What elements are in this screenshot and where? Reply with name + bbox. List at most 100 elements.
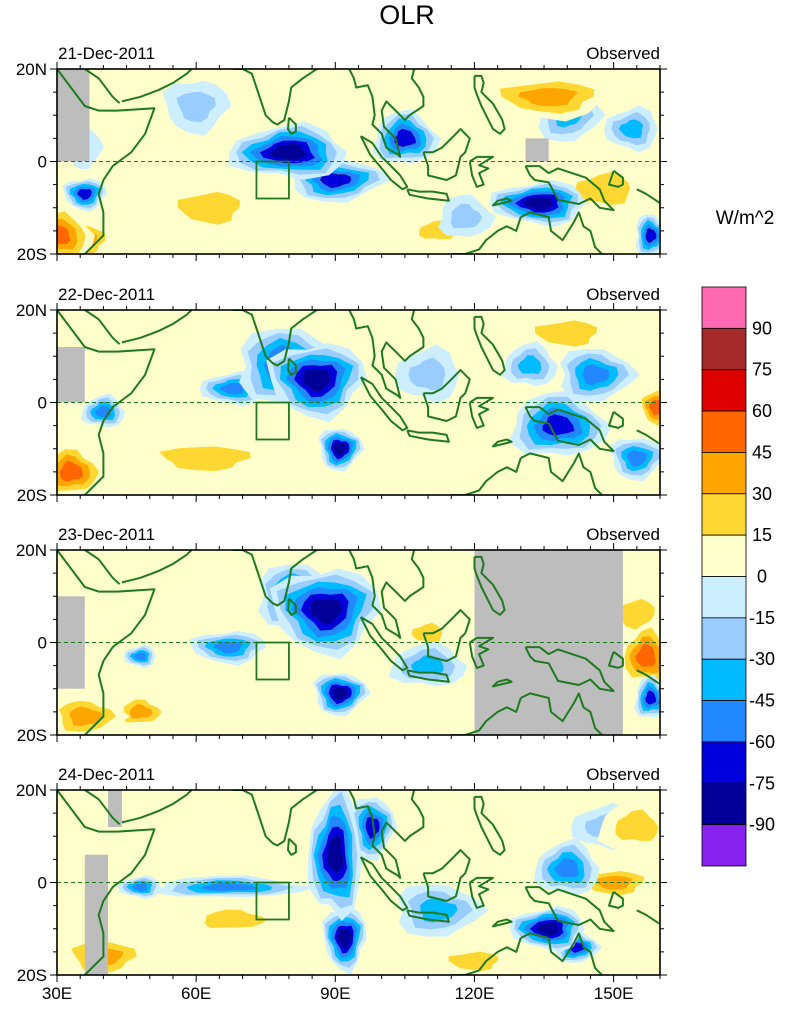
contour-level [450,203,483,229]
coastlines [57,310,660,495]
panel-label: Observed [586,285,660,304]
coastline [492,918,513,928]
contour-level [302,369,331,393]
contour-level [542,414,575,436]
coastline [406,909,450,923]
coastline [359,616,409,672]
coastline [233,69,318,126]
olr-anomaly-feature [635,214,660,254]
colorbar-swatch [701,369,747,412]
contour-level [118,325,188,367]
colorbar-label: -60 [749,732,775,752]
coastline [422,849,471,902]
map-panel-3: 20N 0 20S 23-Dec-2011 Observed [16,525,667,745]
coastline [473,315,506,376]
panel-ticks [50,783,667,982]
coastline [608,650,624,669]
colorbar-label: -90 [749,815,775,835]
contour-level [648,399,660,416]
panel-ticks [50,543,667,742]
coastline [84,310,121,345]
panel-label: Observed [586,525,660,544]
colorbar-label: 75 [752,360,772,380]
olr-anomaly-feature [560,349,640,402]
colorbar-swatch [701,493,747,536]
contour-level [128,797,220,842]
colorbar-label: 15 [752,525,772,545]
olr-anomaly-feature [604,105,658,153]
colorbar-swatch [701,286,747,329]
panel-label: Observed [586,44,660,63]
contour-level [618,119,644,139]
colorbar-label: 45 [752,442,772,462]
colorbar-label: 30 [752,484,772,504]
contour-level [534,320,598,347]
coastline [406,669,450,683]
coastline [57,790,156,975]
y-tick-label: 0 [38,153,47,172]
colorbar-swatch [701,782,747,826]
y-tick-label: 20S [17,966,47,985]
coastline [524,646,615,693]
colorbar: 90 75 60 45 30 15 0 -15 -30 -45 -60 -75 -90 [701,286,775,867]
coastline [520,452,603,495]
contour-level [518,88,578,107]
region-box [255,881,290,921]
colorbar-label: 90 [752,318,772,338]
coastline [468,876,494,909]
olr-anomaly-feature [609,438,660,482]
missing-data-region [57,347,85,403]
coastline [359,376,409,432]
coastline [492,438,513,448]
panel-label: Observed [586,765,660,784]
coastline [233,550,318,607]
coastline [473,555,506,616]
olr-anomaly-feature [189,631,267,666]
coastline [473,795,506,856]
colorbar-swatch [701,534,747,577]
coastline [57,310,156,495]
olr-anomaly-feature [128,797,220,842]
coastline [468,636,494,669]
olr-anomaly-feature [127,437,288,482]
coastline [57,550,156,735]
colorbar-label: -30 [749,649,775,669]
x-tick-label: 120E [455,984,495,1003]
olr-anomaly-feature [62,178,108,213]
panel-ticks [50,303,667,502]
olr-anomaly-feature [266,342,367,423]
y-tick-label: 0 [38,394,47,413]
coastline [84,69,121,104]
contour-level [309,598,342,625]
x-axis-labels: 30E 60E 90E 120E 150E [42,984,634,1003]
coastline [121,550,193,584]
missing-data-region [525,138,549,162]
coastline [524,886,615,933]
olr-anomaly-feature [228,121,347,180]
colorbar-label: -15 [749,608,775,628]
coastline [233,310,318,367]
contour-level [270,143,307,161]
coastline [339,69,425,158]
coastline [422,609,471,662]
colorbar-label: 60 [752,401,772,421]
olr-anomaly-feature [638,385,660,432]
olr-anomaly-feature [269,568,382,660]
panel-group: 20N 0 20S 21-Dec-2011 Observed 20N 0 20S 22-Dec-… [16,44,667,985]
coastline [287,597,297,616]
contour-level [615,809,659,841]
contour-level [617,598,655,632]
colorbar-swatch [701,824,747,867]
coastline [492,197,513,207]
olr-anomaly-feature [113,694,172,727]
y-tick-label: 20N [16,60,47,79]
x-tick-label: 30E [42,984,72,1003]
coastline [468,396,494,429]
map-panel-1: 20N 0 20S 21-Dec-2011 Observed [16,44,667,264]
olr-anomaly-feature [313,673,371,717]
olr-anomaly-feature [171,678,310,720]
map-panel-4: 20N 0 20S 24-Dec-2011 Observed [16,765,667,985]
coastline [520,692,603,735]
coastline [473,74,506,135]
coastlines [57,790,660,975]
